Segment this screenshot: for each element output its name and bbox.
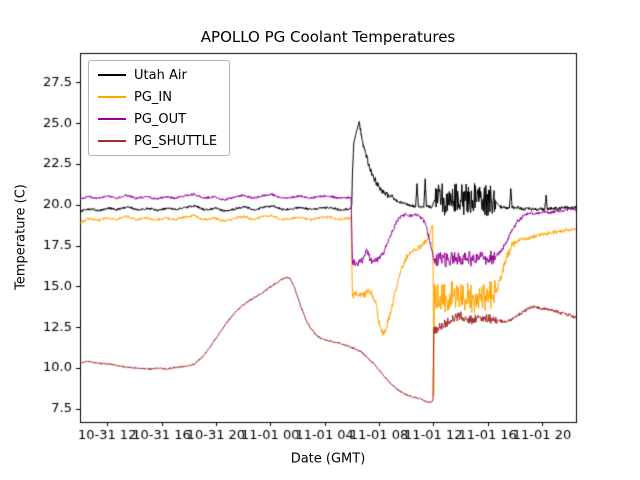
legend-item: PG_OUT bbox=[98, 111, 217, 127]
legend: Utah Air PG_IN PG_OUT PG_SHUTTLE bbox=[88, 60, 231, 156]
chart-title: APOLLO PG Coolant Temperatures bbox=[200, 28, 456, 46]
legend-line-sample bbox=[98, 140, 126, 142]
legend-line-sample bbox=[98, 96, 126, 98]
legend-label: PG_OUT bbox=[134, 111, 187, 127]
legend-label: Utah Air bbox=[134, 67, 187, 83]
legend-label: PG_IN bbox=[134, 89, 172, 105]
legend-item: Utah Air bbox=[98, 67, 217, 83]
legend-line-sample bbox=[98, 74, 126, 76]
y-axis-label: Temperature (C) bbox=[13, 184, 29, 290]
legend-item: PG_SHUTTLE bbox=[98, 133, 218, 149]
legend-item: PG_IN bbox=[98, 89, 217, 105]
legend-label: PG_SHUTTLE bbox=[134, 133, 218, 149]
legend-line-sample bbox=[98, 118, 126, 120]
x-axis-label: Date (GMT) bbox=[290, 451, 366, 467]
